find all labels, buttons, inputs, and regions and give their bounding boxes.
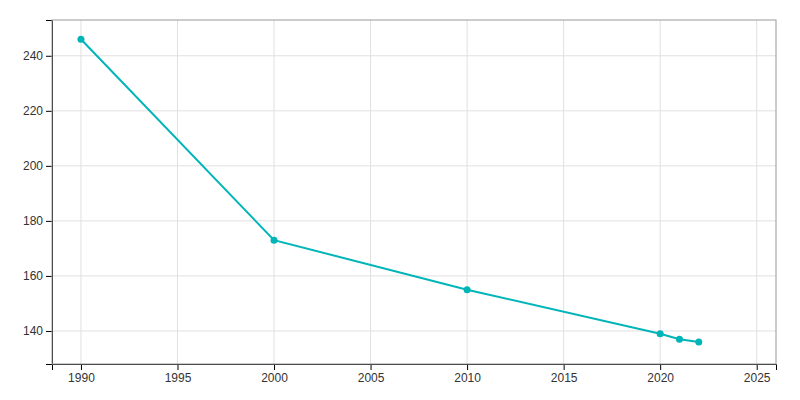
tick-label: 2000 (261, 371, 288, 385)
point (77, 36, 84, 43)
grid-line-x (756, 20, 757, 364)
tick: 220 (23, 104, 52, 118)
tick: 180 (23, 214, 52, 228)
tick: 240 (23, 49, 52, 63)
tick: 2010 (454, 364, 481, 385)
tick: 140 (23, 324, 52, 338)
tick: 1990 (68, 364, 95, 385)
axis-line (53, 365, 777, 371)
point (657, 330, 664, 337)
grid (52, 20, 776, 364)
tick-label: 220 (23, 104, 43, 118)
tick-label: 1995 (165, 371, 192, 385)
chart-svg: 1990 1995 2000 2005 2010 2015 2020 2025 140 160 18… (0, 0, 800, 400)
grid-line-x (370, 20, 371, 364)
tick-mark (46, 331, 52, 332)
point (464, 286, 471, 293)
tick-label: 2020 (647, 371, 674, 385)
tick-mark (177, 364, 178, 370)
tick-mark (274, 364, 275, 370)
grid-line-y (52, 55, 776, 56)
grid-line-x (467, 20, 468, 364)
tick-mark (660, 364, 661, 370)
tick-mark (46, 166, 52, 167)
line (81, 39, 699, 342)
grid-line-x (80, 20, 81, 364)
x-axis: 1990 1995 2000 2005 2010 2015 2020 2025 (53, 364, 777, 385)
tick-label: 1990 (68, 371, 95, 385)
tick-label: 2025 (744, 371, 771, 385)
tick: 1995 (165, 364, 192, 385)
grid-line-y (52, 165, 776, 166)
tick: 2000 (261, 364, 288, 385)
tick-label: 160 (23, 269, 43, 283)
tick: 2015 (551, 364, 578, 385)
grid-line-y (52, 330, 776, 331)
grid-line-x (274, 20, 275, 364)
tick: 2020 (647, 364, 674, 385)
point (676, 336, 683, 343)
point (695, 338, 702, 345)
point (271, 237, 278, 244)
tick-mark (371, 364, 372, 370)
grid-line-x (660, 20, 661, 364)
marks (77, 36, 702, 346)
tick-mark (46, 221, 52, 222)
tick-mark (564, 364, 565, 370)
grid-line-x (177, 20, 178, 364)
tick: 200 (23, 159, 52, 173)
tick-label: 180 (23, 214, 43, 228)
tick: 160 (23, 269, 52, 283)
plot-frame (52, 20, 776, 364)
tick-mark (467, 364, 468, 370)
tick-label: 240 (23, 49, 43, 63)
tick-label: 140 (23, 324, 43, 338)
tick-label: 2010 (454, 371, 481, 385)
plot-area: 1990 1995 2000 2005 2010 2015 2020 2025 140 160 18… (23, 20, 777, 385)
tick-mark (46, 56, 52, 57)
grid-line-y (52, 220, 776, 221)
tick: 2025 (744, 364, 771, 385)
tick-mark (757, 364, 758, 370)
tick-label: 200 (23, 159, 43, 173)
tick-label: 2015 (551, 371, 578, 385)
tick-mark (46, 111, 52, 112)
tick-label: 2005 (358, 371, 385, 385)
tick-mark (46, 276, 52, 277)
tick-mark (81, 364, 82, 370)
grid-line-y (52, 110, 776, 111)
chart-container: 1990 1995 2000 2005 2010 2015 2020 2025 140 160 18… (0, 0, 800, 400)
tick: 2005 (358, 364, 385, 385)
y-axis: 140 160 180 200 220 240 (23, 21, 53, 365)
